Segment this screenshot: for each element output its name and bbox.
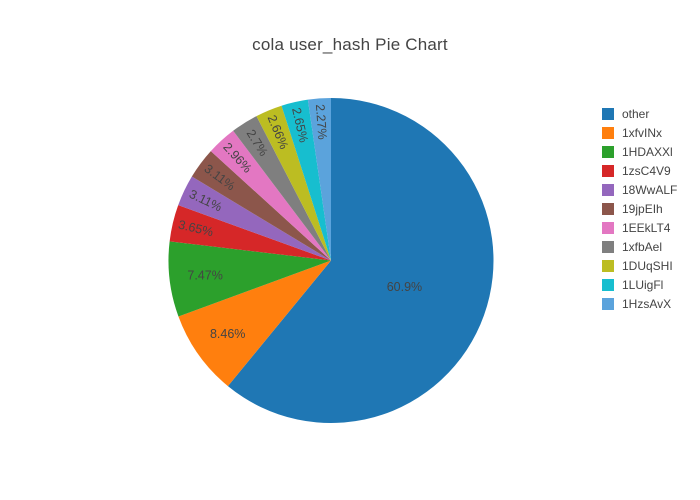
pie-slice-18WwALF[interactable] [178,176,331,261]
pie-slice-1EEkLT4[interactable] [210,130,331,261]
legend-swatch-icon [602,297,614,310]
legend-item-label: 1DUqSHI [622,258,673,273]
legend-swatch-icon [602,259,614,272]
legend-item-label: 1HzsAvX [622,296,672,311]
legend: other 1xfvINx 1HDAXXl 1zsC4V9 18WwALF 19jpEIh… [602,104,677,313]
legend-item-label: 19jpEIh [622,201,663,216]
slice-label-1xfvINx: 8.46% [210,327,245,341]
legend-swatch-icon [602,164,614,177]
pie-slice-1zsC4V9[interactable] [169,205,331,261]
legend-item-label: 1xfvINx [622,125,663,140]
legend-item-19jpEIh[interactable]: 19jpEIh [602,199,677,218]
legend-swatch-icon [602,202,614,215]
slice-label-other: 60.9% [387,280,422,294]
pie-slice-19jpEIh[interactable] [191,151,331,261]
legend-swatch-icon [602,107,614,120]
legend-item-1LUigFl[interactable]: 1LUigFl [602,275,677,294]
legend-item-label: 1xfbAel [622,239,663,254]
chart-title: cola user_hash Pie Chart [252,35,448,54]
legend-item-1HDAXXl[interactable]: 1HDAXXl [602,142,677,161]
legend-item-1zsC4V9[interactable]: 1zsC4V9 [602,161,677,180]
legend-item-label: 18WwALF [622,182,678,197]
legend-item-label: 1EEkLT4 [622,220,671,235]
legend-item-1xfvINx[interactable]: 1xfvINx [602,123,677,142]
pie-slice-1HzsAvX[interactable] [307,98,331,261]
slice-label-1HzsAvX: 2.27% [313,104,329,140]
legend-swatch-icon [602,126,614,139]
pie-slice-1DUqSHI[interactable] [256,105,331,261]
pie-slice-1xfvINx[interactable] [178,260,331,387]
legend-item-other[interactable]: other [602,104,677,123]
legend-swatch-icon [602,145,614,158]
legend-item-label: 1HDAXXl [622,144,673,159]
slice-label-1HDAXXl: 7.47% [187,268,222,282]
pie-slice-1xfbAel[interactable] [233,116,331,261]
legend-item-1EEkLT4[interactable]: 1EEkLT4 [602,218,677,237]
legend-swatch-icon [602,278,614,291]
legend-swatch-icon [602,183,614,196]
legend-item-1HzsAvX[interactable]: 1HzsAvX [602,294,677,313]
pie-slice-other[interactable] [227,98,494,424]
legend-item-label: 1zsC4V9 [622,163,671,178]
legend-item-label: other [622,106,650,121]
legend-swatch-icon [602,221,614,234]
legend-item-1DUqSHI[interactable]: 1DUqSHI [602,256,677,275]
legend-swatch-icon [602,240,614,253]
pie-slice-1LUigFl[interactable] [281,99,331,261]
legend-item-1xfbAel[interactable]: 1xfbAel [602,237,677,256]
pie-slice-1HDAXXl[interactable] [168,241,332,317]
legend-item-label: 1LUigFl [622,277,664,292]
legend-item-18WwALF[interactable]: 18WwALF [602,180,677,199]
